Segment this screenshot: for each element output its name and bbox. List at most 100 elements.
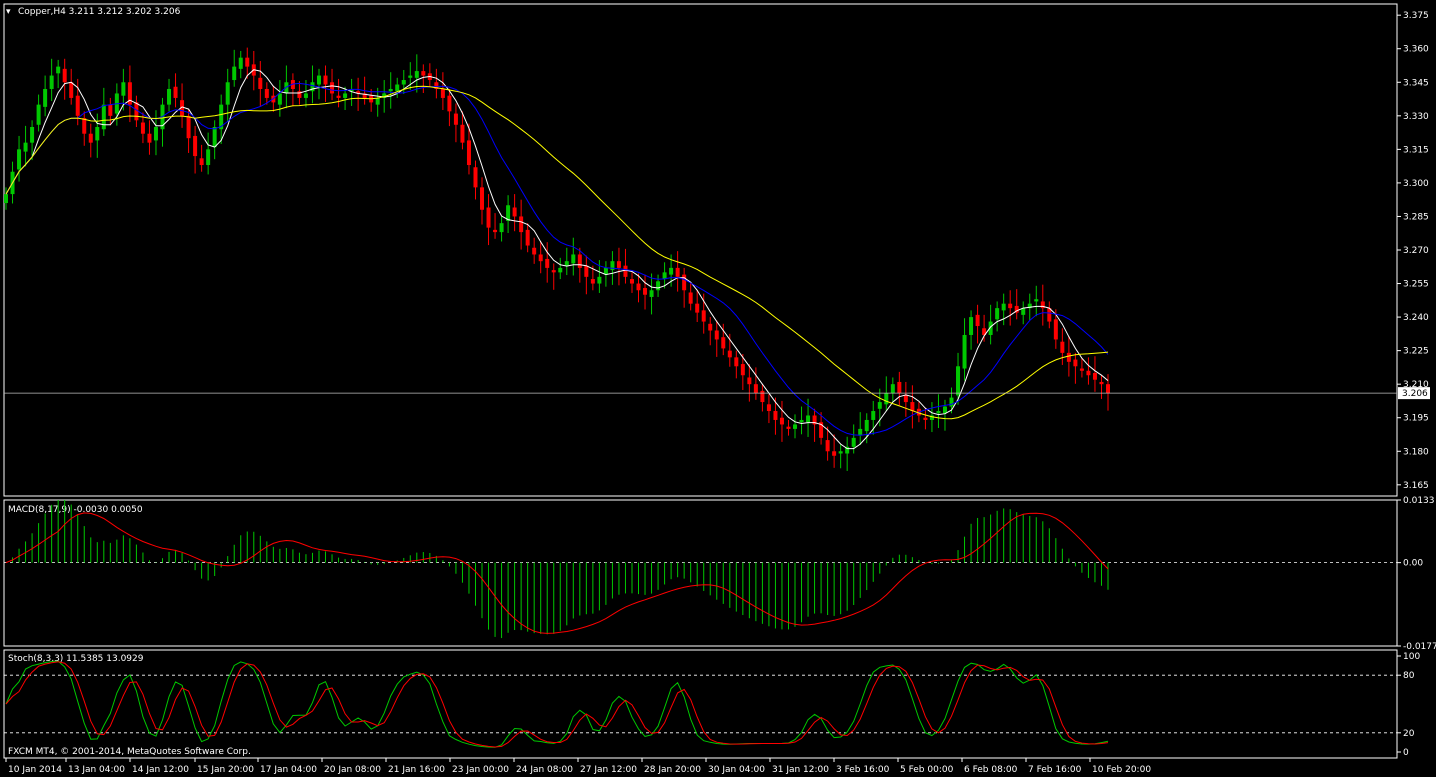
candle-body (766, 404, 771, 412)
candle-body (603, 267, 608, 275)
candle-body (890, 384, 895, 394)
candle-body (519, 216, 524, 233)
candle-body (903, 395, 908, 403)
price-series-group (4, 47, 1397, 471)
candle-body (232, 66, 237, 81)
candle-body (923, 417, 928, 420)
candle-body (336, 95, 341, 98)
x-tick-label: 20 Jan 08:00 (324, 765, 381, 775)
stoch-y-tick-label: 0 (1403, 748, 1409, 758)
candle-body (43, 88, 48, 107)
candle-body (662, 272, 667, 280)
candle-body (584, 265, 589, 277)
candle-body (453, 113, 458, 125)
x-tick-label: 10 Feb 20:00 (1092, 765, 1151, 775)
macd-y-tick-label: 0.0133 (1403, 496, 1435, 506)
candle-body (414, 71, 419, 78)
symbol-dropdown-icon[interactable]: ▾ (6, 7, 11, 17)
candle-body (858, 428, 863, 436)
candle-body (323, 75, 328, 85)
stoch-panel (3, 649, 1398, 759)
candle-body (786, 426, 791, 429)
candle-body (349, 88, 354, 92)
candle-body (134, 102, 139, 121)
macd-y-tick-label: 0.00 (1403, 559, 1423, 569)
candle-body (545, 258, 550, 268)
candle-body (551, 270, 556, 273)
candle-body (773, 411, 778, 420)
candle-body (695, 303, 700, 313)
candle-body (871, 411, 876, 420)
candle-body (245, 57, 250, 67)
candle-body (1053, 319, 1058, 340)
candle-body (1073, 359, 1078, 367)
candle-body (277, 93, 282, 105)
candle-body (851, 437, 856, 447)
current-price-label: 3.206 (1402, 389, 1428, 399)
candle-body (69, 82, 74, 98)
candle-body (577, 254, 582, 268)
candle-body (779, 417, 784, 425)
candle-body (910, 402, 915, 412)
candle-body (362, 93, 367, 98)
y-tick-label: 3.210 (1403, 380, 1429, 390)
candle-body (480, 187, 485, 210)
x-tick-label: 7 Feb 16:00 (1028, 765, 1082, 775)
x-tick-label: 28 Jan 20:00 (644, 765, 701, 775)
candle-body (17, 149, 22, 170)
macd-y-tick-label: -0.0177 (1403, 642, 1436, 652)
candle-body (1008, 303, 1013, 309)
candle-body (936, 411, 941, 414)
macd-series-group (4, 500, 1397, 639)
candle-body (95, 127, 100, 141)
macd-panel-title: MACD(8,17,9) -0.0030 0.0050 (8, 505, 143, 515)
current-price-box (1398, 387, 1430, 400)
x-tick-label: 14 Jan 12:00 (132, 765, 189, 775)
candle-body (140, 122, 145, 134)
x-tick-label: 15 Jan 20:00 (197, 765, 254, 775)
candle-body (1066, 352, 1071, 362)
candle-body (616, 261, 621, 268)
stoch-signal-line (5, 661, 1109, 748)
candle-body (493, 229, 498, 233)
candle-body (643, 288, 648, 295)
candle-body (877, 402, 882, 409)
candle-body (714, 330, 719, 340)
x-tick-label: 13 Jan 04:00 (68, 765, 125, 775)
candle-body (753, 384, 758, 394)
candle-body (401, 80, 406, 85)
candle-body (701, 310, 706, 322)
y-tick-label: 3.180 (1403, 447, 1429, 457)
candle-body (258, 77, 263, 89)
candle-body (56, 66, 61, 74)
candle-body (1021, 308, 1026, 315)
candle-body (23, 142, 28, 152)
candle-body (995, 308, 1000, 320)
ma-fast-line (5, 69, 1109, 450)
candle-body (440, 88, 445, 98)
candle-body (173, 86, 178, 98)
candle-body (1014, 305, 1019, 313)
candle-body (571, 254, 576, 264)
candle-body (88, 133, 93, 143)
candle-body (610, 261, 615, 271)
candle-body (590, 279, 595, 284)
candle-body (167, 88, 172, 105)
ma-slow-line (5, 85, 1109, 420)
x-tick-label: 31 Jan 12:00 (772, 765, 829, 775)
candle-body (793, 424, 798, 429)
stoch-y-tick-label: 20 (1403, 729, 1415, 739)
candle-body (838, 451, 843, 454)
candle-body (108, 104, 113, 116)
y-tick-label: 3.330 (1403, 112, 1429, 122)
candle-body (447, 95, 452, 112)
macd-signal-line (5, 512, 1109, 634)
candle-body (532, 247, 537, 255)
candle-body (564, 261, 569, 266)
candle-body (740, 364, 745, 376)
candle-body (864, 419, 869, 432)
ma-mid-line (5, 82, 1109, 436)
y-tick-label: 3.255 (1403, 280, 1429, 290)
candle-body (982, 328, 987, 335)
